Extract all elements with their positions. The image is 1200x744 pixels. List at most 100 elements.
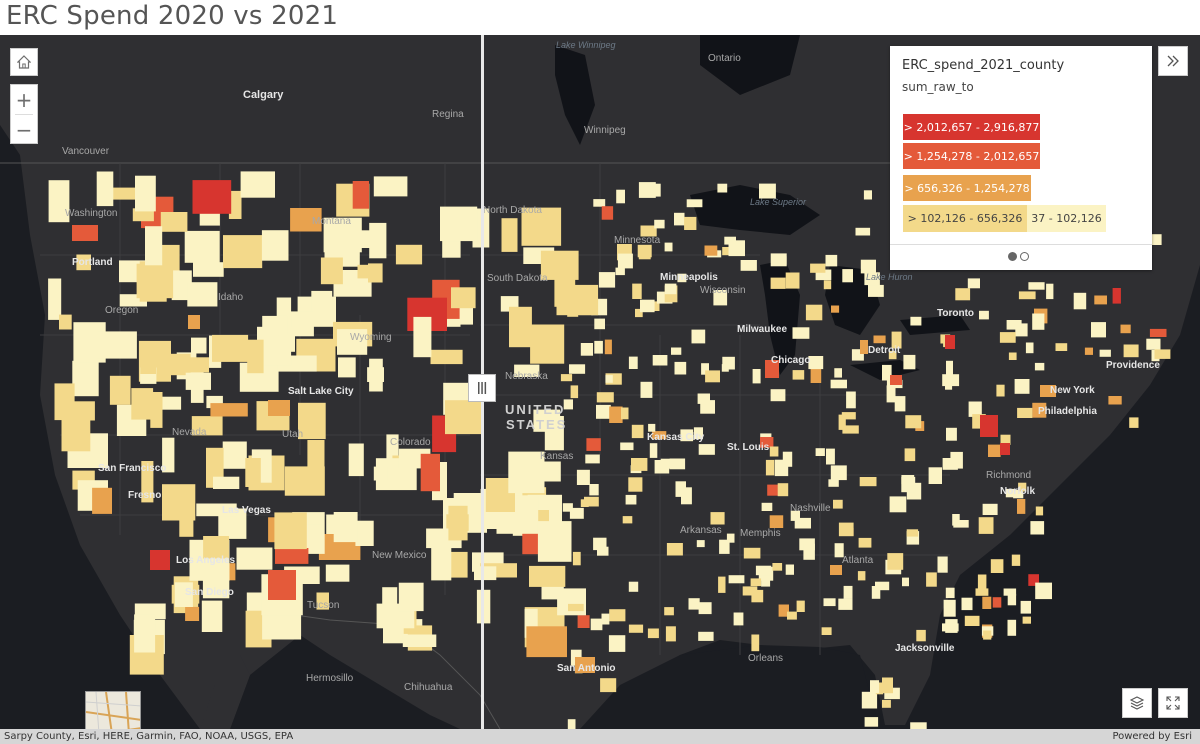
county-polygon[interactable] — [677, 273, 687, 283]
county-polygon[interactable] — [598, 272, 616, 288]
county-polygon[interactable] — [402, 634, 437, 648]
county-polygon[interactable] — [262, 315, 288, 335]
county-polygon[interactable] — [851, 349, 864, 361]
county-polygon[interactable] — [530, 324, 565, 364]
county-polygon[interactable] — [145, 226, 163, 266]
county-polygon[interactable] — [1017, 499, 1026, 514]
county-polygon[interactable] — [863, 190, 872, 200]
county-polygon[interactable] — [977, 574, 987, 590]
county-polygon[interactable] — [604, 339, 612, 355]
county-polygon[interactable] — [945, 587, 955, 599]
county-polygon-high-spend[interactable] — [980, 415, 998, 437]
county-polygon-high-spend[interactable] — [1040, 385, 1056, 397]
county-polygon[interactable] — [59, 314, 72, 330]
county-polygon[interactable] — [570, 385, 579, 399]
county-polygon[interactable] — [785, 272, 800, 289]
county-polygon[interactable] — [325, 564, 350, 582]
county-polygon[interactable] — [560, 374, 573, 382]
county-polygon[interactable] — [48, 180, 70, 223]
county-polygon[interactable] — [664, 283, 677, 295]
county-polygon[interactable] — [1123, 344, 1139, 358]
county-polygon[interactable] — [726, 533, 735, 543]
county-polygon[interactable] — [751, 589, 764, 603]
county-polygon[interactable] — [1046, 283, 1054, 300]
county-polygon[interactable] — [728, 240, 746, 257]
county-polygon[interactable] — [174, 582, 193, 607]
county-polygon[interactable] — [803, 543, 815, 560]
county-polygon[interactable] — [162, 437, 175, 473]
county-polygon[interactable] — [701, 363, 709, 375]
county-polygon[interactable] — [474, 566, 497, 581]
county-polygon[interactable] — [109, 375, 131, 405]
county-polygon[interactable] — [568, 603, 584, 612]
county-polygon[interactable] — [859, 477, 877, 487]
county-polygon[interactable] — [1013, 490, 1024, 499]
county-polygon[interactable] — [398, 582, 424, 612]
county-polygon[interactable] — [609, 406, 623, 424]
county-polygon[interactable] — [988, 444, 1001, 457]
county-polygon[interactable] — [790, 510, 800, 521]
county-polygon[interactable] — [442, 241, 461, 258]
county-polygon[interactable] — [71, 401, 95, 421]
county-polygon[interactable] — [823, 598, 836, 607]
county-polygon[interactable] — [975, 588, 989, 596]
county-polygon[interactable] — [333, 512, 358, 543]
county-polygon[interactable] — [834, 543, 844, 558]
county-polygon[interactable] — [860, 259, 876, 274]
county-polygon[interactable] — [838, 522, 854, 537]
county-polygon-high-spend[interactable] — [765, 360, 779, 378]
county-polygon[interactable] — [1028, 282, 1045, 290]
zoom-out-button[interactable]: − — [15, 117, 33, 142]
county-polygon[interactable] — [567, 719, 576, 729]
county-polygon[interactable] — [514, 364, 540, 377]
county-polygon[interactable] — [871, 586, 881, 599]
county-polygon[interactable] — [236, 249, 250, 264]
swipe-handle[interactable] — [468, 374, 496, 402]
county-polygon[interactable] — [323, 217, 362, 253]
county-polygon[interactable] — [705, 370, 720, 383]
county-polygon[interactable] — [193, 262, 224, 277]
county-polygon[interactable] — [338, 357, 356, 378]
county-polygon[interactable] — [978, 517, 994, 534]
county-polygon[interactable] — [942, 623, 959, 632]
county-polygon[interactable] — [787, 611, 797, 620]
county-polygon[interactable] — [236, 547, 273, 570]
county-polygon[interactable] — [1146, 338, 1161, 350]
county-polygon[interactable] — [247, 339, 264, 374]
county-polygon[interactable] — [1022, 616, 1031, 624]
county-polygon[interactable] — [368, 263, 383, 283]
county-polygon[interactable] — [815, 448, 825, 456]
county-polygon[interactable] — [946, 427, 957, 441]
county-polygon[interactable] — [448, 505, 468, 541]
home-button[interactable] — [10, 48, 38, 76]
county-polygon[interactable] — [640, 381, 653, 398]
county-polygon-high-spend[interactable] — [268, 570, 296, 600]
county-polygon[interactable] — [228, 190, 242, 219]
county-polygon[interactable] — [704, 245, 718, 256]
county-polygon[interactable] — [1007, 593, 1017, 606]
county-polygon[interactable] — [628, 581, 639, 592]
county-polygon[interactable] — [873, 335, 886, 344]
county-polygon[interactable] — [760, 437, 774, 448]
county-polygon[interactable] — [556, 284, 599, 316]
county-polygon[interactable] — [179, 515, 194, 537]
county-polygon[interactable] — [245, 458, 261, 487]
county-polygon[interactable] — [615, 267, 625, 276]
county-polygon[interactable] — [132, 208, 154, 222]
county-polygon[interactable] — [1084, 347, 1093, 355]
county-polygon[interactable] — [1034, 362, 1045, 371]
county-polygon[interactable] — [1006, 320, 1022, 330]
county-polygon[interactable] — [240, 171, 275, 198]
fullscreen-button[interactable] — [1158, 688, 1188, 718]
county-polygon[interactable] — [1017, 407, 1033, 418]
county-polygon[interactable] — [825, 254, 838, 267]
county-polygon[interactable] — [160, 212, 188, 232]
county-polygon[interactable] — [616, 189, 625, 204]
county-polygon[interactable] — [261, 230, 289, 261]
county-polygon[interactable] — [742, 586, 758, 596]
county-polygon[interactable] — [150, 392, 163, 428]
county-polygon[interactable] — [652, 355, 668, 366]
county-polygon[interactable] — [367, 367, 384, 382]
county-polygon[interactable] — [1094, 295, 1107, 305]
county-polygon[interactable] — [608, 635, 626, 652]
